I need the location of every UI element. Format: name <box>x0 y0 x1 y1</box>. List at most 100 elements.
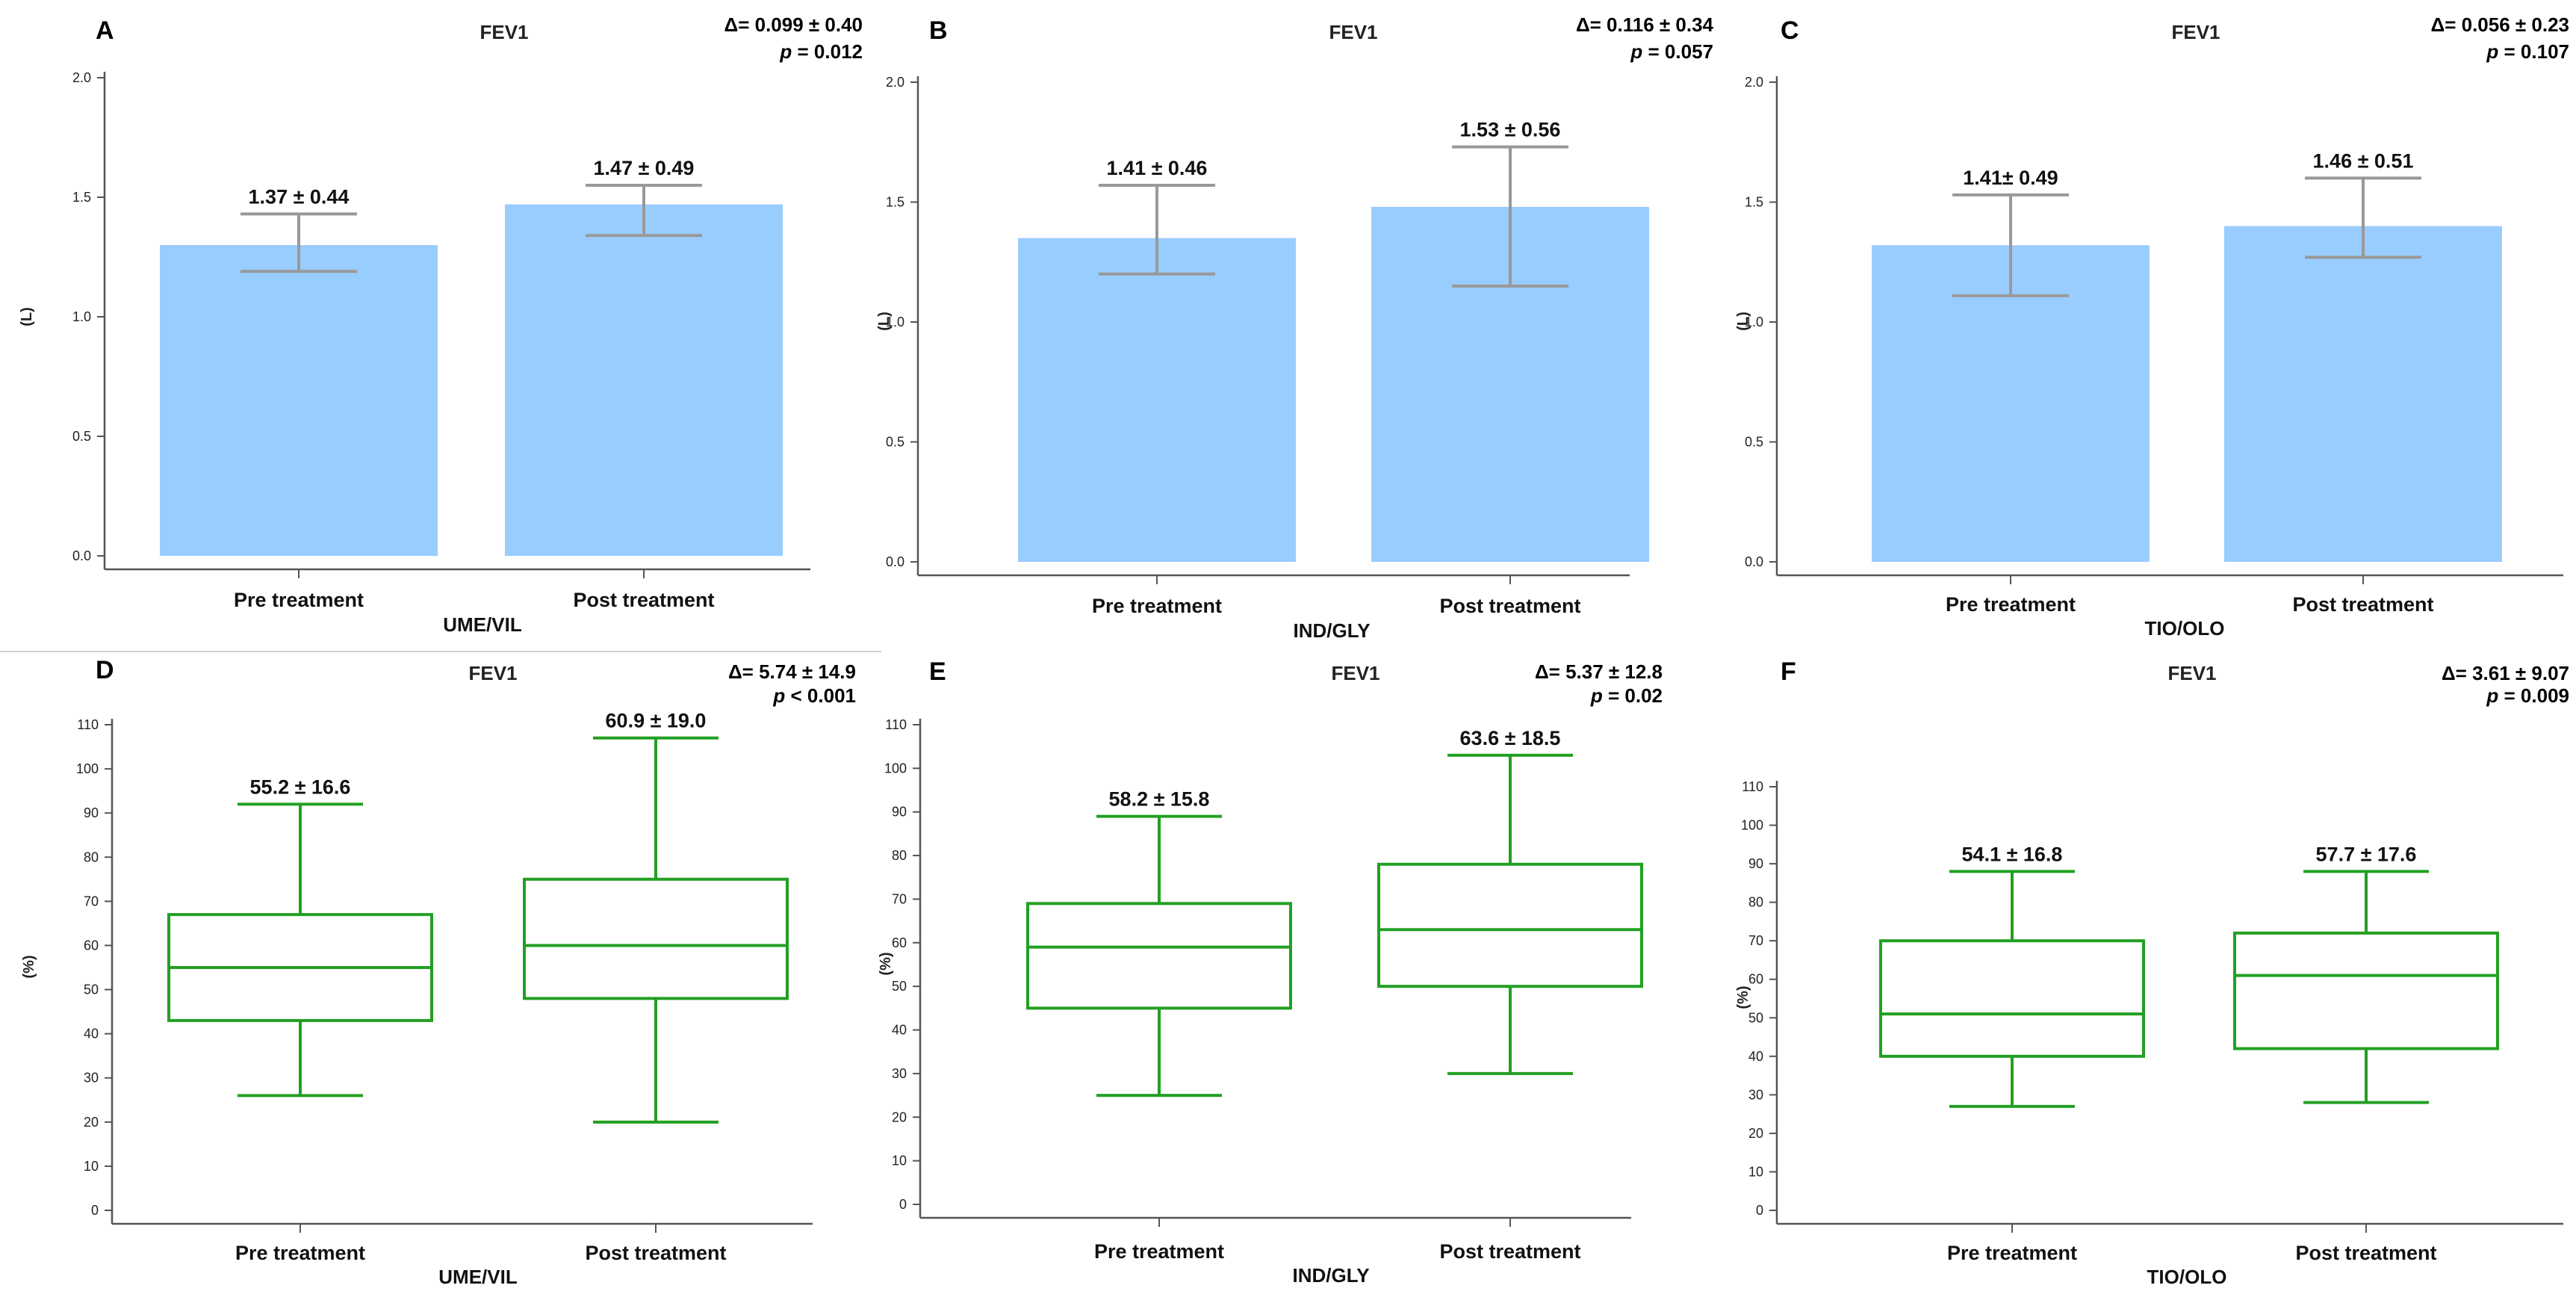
delta-annotation: Δ= 0.056 ± 0.23 <box>2431 13 2569 36</box>
y-tick-label: 0.5 <box>1745 435 1763 450</box>
p-value-annotation: p < 0.001 <box>772 684 856 707</box>
panel-letter: F <box>1781 657 1796 686</box>
box <box>1026 902 1292 1010</box>
bar <box>2224 226 2502 562</box>
y-tick-label: 100 <box>1741 818 1763 833</box>
y-tick-label: 70 <box>892 891 907 906</box>
y-tick-label: 1.0 <box>72 309 91 324</box>
panel-f: F FEV1 Δ= 3.61 ± 9.07p = 0.009 (%) 0 10 20 30 40… <box>1735 657 2569 1288</box>
group-label: UME/VIL <box>443 613 522 636</box>
y-tick-label: 1.5 <box>1745 195 1763 210</box>
y-tick-label: 1.0 <box>1745 315 1763 329</box>
y-tick-label: 0 <box>91 1203 99 1218</box>
x-tick-label: Post treatment <box>1439 1240 1580 1263</box>
p-value: = 0.009 <box>2498 684 2569 707</box>
data-label: 1.37 ± 0.44 <box>249 185 350 208</box>
delta-annotation: Δ= 5.37 ± 12.8 <box>1535 660 1663 683</box>
y-tick-label: 30 <box>1748 1087 1763 1102</box>
p-symbol: p <box>2486 40 2498 63</box>
y-tick-label: 50 <box>892 979 907 994</box>
y-tick-label: 50 <box>1748 1010 1763 1025</box>
y-tick-label: 0.0 <box>1745 554 1763 569</box>
panel-letter: C <box>1781 16 1799 45</box>
y-tick-label: 40 <box>84 1027 99 1042</box>
bar <box>1872 245 2150 562</box>
panel-letter: E <box>929 657 946 686</box>
y-tick-label: 0.0 <box>72 548 91 563</box>
data-label: 63.6 ± 18.5 <box>1460 727 1561 749</box>
panel-letter: B <box>929 16 948 45</box>
p-value: = 0.107 <box>2498 40 2569 63</box>
x-tick-label: Post treatment <box>2292 593 2433 616</box>
y-tick-label: 10 <box>84 1159 99 1174</box>
y-tick-label: 2.0 <box>1745 75 1763 90</box>
p-value: = 0.057 <box>1642 40 1713 63</box>
y-tick-label: 80 <box>892 848 907 863</box>
p-symbol: p <box>772 684 785 707</box>
y-axis-label: (%) <box>21 955 37 978</box>
y-tick-label: 2.0 <box>886 75 904 90</box>
x-tick-label: Pre treatment <box>235 1242 365 1264</box>
data-label: 1.41 ± 0.46 <box>1107 157 1208 179</box>
y-tick-label: 60 <box>84 938 99 953</box>
data-label: 1.46 ± 0.51 <box>2313 149 2414 172</box>
p-value-annotation: p = 0.057 <box>1630 40 1713 63</box>
panel-c: C FEV1 Δ= 0.056 ± 0.23 p = 0.107 (L) 0.0 0.5 1.… <box>1735 13 2569 640</box>
y-tick-label: 100 <box>884 761 907 776</box>
y-tick-label: 40 <box>1748 1049 1763 1064</box>
p-symbol: p <box>779 40 792 63</box>
x-tick-label: Pre treatment <box>1946 593 2076 616</box>
panel-b: B FEV1 Δ= 0.116 ± 0.34 p = 0.057 (L) 0.0 0.5 1.… <box>876 13 1714 642</box>
y-tick-label: 20 <box>84 1115 99 1130</box>
y-tick-label: 2.0 <box>72 70 91 85</box>
bar <box>1018 238 1296 562</box>
y-tick-label: 1.0 <box>886 315 904 329</box>
panel-title: FEV1 <box>2167 662 2216 684</box>
group-label: TIO/OLO <box>2145 617 2225 640</box>
p-symbol: p <box>2486 684 2498 707</box>
y-tick-label: 40 <box>892 1023 907 1038</box>
x-tick-label: Pre treatment <box>234 589 364 611</box>
y-tick-label: 0.5 <box>72 429 91 444</box>
x-tick-label: Post treatment <box>573 589 714 611</box>
y-axis-label: (L) <box>1735 312 1751 331</box>
box <box>2233 931 2499 1050</box>
y-tick-label: 10 <box>892 1154 907 1169</box>
y-axis-label: (L) <box>19 307 35 326</box>
y-tick-label: 90 <box>892 805 907 820</box>
group-label: IND/GLY <box>1292 1264 1369 1287</box>
group-label: IND/GLY <box>1293 619 1370 642</box>
y-tick-label: 70 <box>1748 933 1763 948</box>
panel-d: D FEV1 Δ= 5.74 ± 14.9p < 0.001 (%) 0 10 20 30 40… <box>21 656 856 1288</box>
y-tick-label: 20 <box>1748 1126 1763 1141</box>
delta-annotation: Δ= 0.099 ± 0.40 <box>724 13 863 36</box>
panel-title: FEV1 <box>1331 662 1379 684</box>
panel-title: FEV1 <box>2171 21 2220 43</box>
p-value-annotation: p = 0.107 <box>2486 40 2569 63</box>
bar <box>160 245 438 556</box>
panel-a: A FEV1 Δ= 0.099 ± 0.40 p = 0.012 (L) 0.0 0.5 1.… <box>19 13 863 636</box>
x-tick-label: Post treatment <box>1439 595 1580 617</box>
p-value: = 0.012 <box>792 40 863 63</box>
delta-annotation: Δ= 3.61 ± 9.07 <box>2442 662 2569 684</box>
x-tick-label: Pre treatment <box>1092 595 1222 617</box>
y-tick-label: 90 <box>1748 856 1763 871</box>
y-tick-label: 60 <box>892 935 907 950</box>
y-axis-label: (%) <box>1735 985 1751 1009</box>
panel-e: E FEV1 Δ= 5.37 ± 12.8p = 0.02 (%) 0 10 20 30 40 5… <box>878 657 1663 1287</box>
y-tick-label: 10 <box>1748 1164 1763 1179</box>
y-tick-label: 30 <box>84 1071 99 1086</box>
y-tick-label: 30 <box>892 1066 907 1081</box>
p-symbol: p <box>1630 40 1642 63</box>
data-label: 60.9 ± 19.0 <box>606 710 707 732</box>
y-tick-label: 110 <box>885 717 907 732</box>
x-tick-label: Pre treatment <box>1947 1242 2077 1264</box>
group-label: TIO/OLO <box>2147 1266 2227 1288</box>
p-value-annotation: p = 0.009 <box>2486 684 2569 707</box>
data-label: 1.47 ± 0.49 <box>594 157 695 179</box>
panel-title: FEV1 <box>1329 21 1377 43</box>
y-axis-label: (%) <box>878 952 894 975</box>
x-tick-label: Pre treatment <box>1094 1240 1224 1263</box>
data-label: 54.1 ± 16.8 <box>1962 843 2063 865</box>
